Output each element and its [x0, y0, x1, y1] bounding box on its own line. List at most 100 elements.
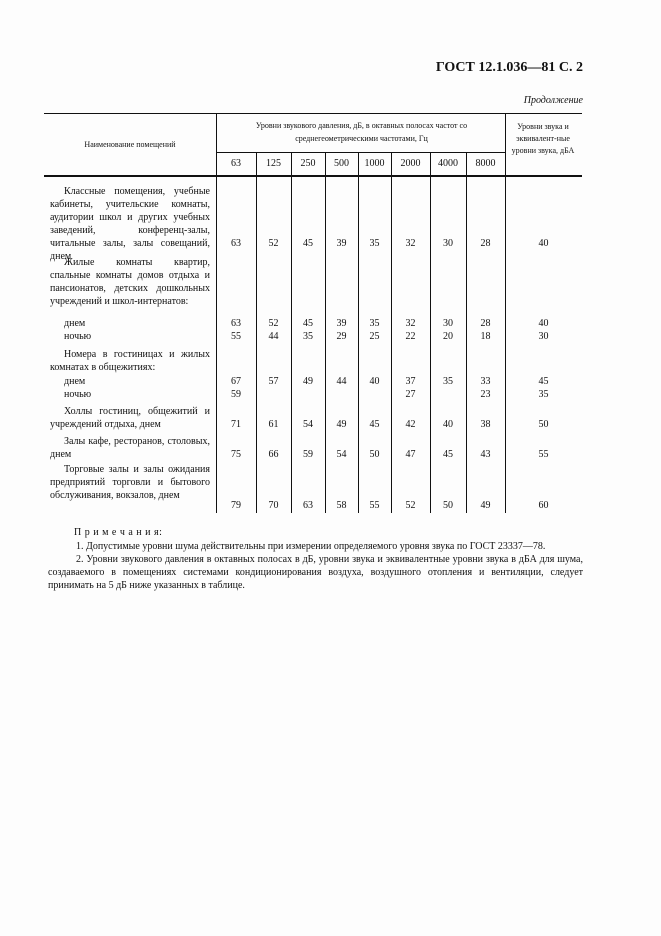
table-row-name: Холлы гостиниц, общежитий и учреждений о… [50, 405, 210, 431]
frequency-header: 500 [334, 158, 349, 169]
table-cell: 40 [443, 419, 453, 430]
table-cell: 42 [405, 419, 416, 430]
table-cell: 59 [303, 449, 313, 460]
note-1: 1. Допустимые уровни шума действительны … [76, 541, 546, 552]
table-cell: 35 [369, 318, 380, 329]
notes-list: 1. Допустимые уровни шума действительны … [48, 540, 583, 592]
table-cell: 63 [231, 318, 241, 329]
frequency-header: 125 [266, 158, 281, 169]
table-cell: 47 [405, 449, 416, 460]
row-name-text: Классные помещения, учебные кабинеты, уч… [50, 186, 210, 262]
table-cell: 61 [268, 419, 279, 430]
table-cell: 25 [369, 331, 380, 342]
column-divider [430, 152, 431, 513]
table-cell: 45 [303, 318, 313, 329]
table-cell: 55 [369, 500, 380, 511]
table-cell: 58 [336, 500, 347, 511]
table-cell: 54 [303, 419, 313, 430]
last-col-header: Уровни звука и эквивалент-ные уровни зву… [511, 122, 575, 155]
document-header: ГОСТ 12.1.036—81 С. 2 [435, 60, 583, 75]
table-cell: 29 [336, 331, 347, 342]
table-cell: 54 [336, 449, 347, 460]
column-divider [291, 152, 292, 513]
table-cell: 30 [443, 318, 453, 329]
table-cell: 40 [369, 376, 380, 387]
frequency-header: 4000 [438, 158, 458, 169]
table-cell: 43 [480, 449, 491, 460]
table-cell: 57 [268, 376, 279, 387]
table-cell: 50 [443, 500, 453, 511]
table-cell: 70 [268, 500, 279, 511]
column-divider [325, 152, 326, 513]
table-cell: 63 [303, 500, 313, 511]
frequency-header: 2000 [400, 158, 421, 169]
table-cell: 32 [405, 238, 416, 249]
table-cell: 28 [480, 238, 491, 249]
row-name-text: Номера в гостиницах и жилых комнатах в о… [50, 349, 210, 373]
note-2: 2. Уровни звукового давления в октавных … [48, 554, 583, 591]
table-cell: 30 [538, 331, 549, 342]
row-name-text: Жилые комнаты квартир, спальные комнаты … [50, 257, 210, 307]
table-cell: 45 [538, 376, 549, 387]
row-name-text: Торговые залы и залы ожидания предприяти… [50, 464, 210, 501]
frequency-header: 8000 [475, 158, 496, 169]
table-cell: 55 [231, 331, 241, 342]
frequency-header: 63 [231, 158, 241, 169]
table-cell: 55 [538, 449, 549, 460]
table-cell: 28 [480, 318, 491, 329]
table-cell: 50 [369, 449, 380, 460]
table-cell: 49 [336, 419, 347, 430]
frequency-header: 250 [300, 158, 316, 169]
table-cell: 45 [369, 419, 380, 430]
table-cell: 35 [369, 238, 380, 249]
table-top-rule [44, 113, 582, 114]
column-divider [391, 152, 392, 513]
column-divider [505, 113, 506, 513]
table-cell: 71 [231, 419, 241, 430]
column-divider [358, 152, 359, 513]
table-cell: 52 [268, 318, 279, 329]
table-cell: 67 [231, 376, 241, 387]
table-cell: 30 [443, 238, 453, 249]
table-cell: 79 [231, 500, 241, 511]
table-cell: 60 [538, 500, 549, 511]
table-cell: 49 [303, 376, 313, 387]
header-mid-rule [216, 152, 505, 153]
table-row-name: Торговые залы и залы ожидания предприяти… [50, 463, 210, 502]
table-cell: 52 [268, 238, 279, 249]
table-cell: 40 [538, 238, 549, 249]
table-cell: 33 [480, 376, 491, 387]
sub-row-label: ночью [64, 331, 92, 342]
table-cell: 27 [405, 389, 416, 400]
table-cell: 18 [480, 331, 491, 342]
row-name-text: Залы кафе, ресторанов, столовых, днем [50, 436, 210, 460]
frequency-header: 1000 [364, 158, 385, 169]
column-divider [256, 152, 257, 513]
row-name-text: Холлы гостиниц, общежитий и учреждений о… [50, 406, 210, 430]
table-cell: 39 [336, 238, 347, 249]
table-cell: 23 [480, 389, 491, 400]
table-row-name: Жилые комнаты квартир, спальные комнаты … [50, 256, 210, 308]
table-cell: 20 [443, 331, 453, 342]
table-cell: 44 [336, 376, 347, 387]
table-cell: 50 [538, 419, 549, 430]
notes-title: П р и м е ч а н и я: [74, 527, 163, 538]
table-cell: 59 [231, 389, 241, 400]
table-cell: 45 [443, 449, 453, 460]
table-cell: 44 [268, 331, 279, 342]
table-cell: 32 [405, 318, 416, 329]
table-cell: 39 [336, 318, 347, 329]
group-header: Уровни звукового давления, дБ, в октавны… [255, 121, 468, 143]
table-cell: 35 [538, 389, 549, 400]
table-cell: 52 [405, 500, 416, 511]
sub-row-label: ночью [64, 389, 92, 400]
table-cell: 35 [443, 376, 453, 387]
table-row-name: Залы кафе, ресторанов, столовых, днем [50, 435, 210, 461]
continuation-label: Продолжение [523, 95, 583, 106]
column-divider [466, 152, 467, 513]
sub-row-label: днем [64, 376, 86, 387]
column-divider [216, 113, 217, 513]
header-bottom-rule [44, 175, 582, 177]
table-cell: 63 [231, 238, 241, 249]
